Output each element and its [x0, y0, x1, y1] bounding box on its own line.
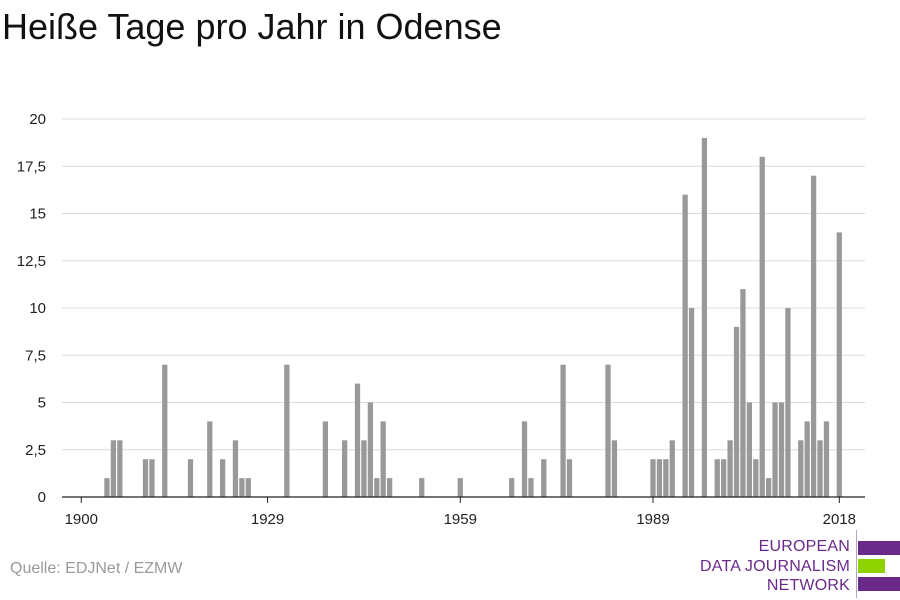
- x-axis-labels: 1900 1929 1959 1989 2018: [65, 511, 856, 528]
- logo-bar-top: [858, 541, 900, 555]
- bar: [284, 364, 290, 497]
- source-note: Quelle: EDJNet / EZMW: [10, 560, 183, 577]
- bar: [682, 194, 688, 497]
- y-tick-label: 5: [38, 395, 46, 412]
- bar: [239, 478, 245, 497]
- bar: [714, 459, 720, 497]
- y-tick-label: 12,5: [17, 253, 46, 270]
- bar: [669, 440, 675, 497]
- bar: [232, 440, 239, 497]
- bar: [753, 459, 759, 497]
- bar: [110, 440, 117, 497]
- bar: [509, 478, 515, 497]
- x-tick-label: 1900: [65, 511, 98, 528]
- logo-bar-middle: [858, 559, 885, 573]
- bar: [207, 421, 213, 497]
- bar: [823, 421, 830, 497]
- y-tick-label: 10: [29, 300, 46, 317]
- bar: [380, 421, 386, 497]
- bar: [746, 402, 753, 497]
- y-tick-label: 7,5: [25, 347, 46, 364]
- bar: [798, 440, 804, 497]
- bar: [611, 440, 618, 497]
- bar: [740, 289, 746, 497]
- x-tick-label: 1959: [444, 511, 477, 528]
- y-tick-label: 20: [29, 111, 46, 128]
- bar: [810, 175, 817, 497]
- bar: [663, 459, 669, 497]
- bar: [605, 364, 611, 497]
- y-axis-labels: 0 2,5 5 7,5 10 12,5 15 17,5 20: [17, 111, 46, 506]
- bars: [104, 137, 842, 498]
- y-tick-label: 15: [29, 206, 46, 223]
- bar: [650, 459, 656, 497]
- bar: [541, 459, 547, 497]
- gridlines: [62, 118, 865, 451]
- bar: [219, 459, 226, 497]
- logo-separator: [856, 530, 857, 598]
- y-tick-label: 2,5: [25, 442, 46, 459]
- bar: [817, 440, 823, 497]
- bar: [361, 440, 367, 497]
- bar: [149, 459, 155, 497]
- bar: [727, 440, 733, 497]
- bar: [419, 478, 425, 497]
- x-tick-label: 2018: [823, 511, 856, 528]
- x-axis: [62, 496, 865, 503]
- bar: [701, 137, 708, 497]
- bar: [374, 478, 380, 497]
- bar: [342, 440, 348, 497]
- y-tick-label: 0: [38, 489, 46, 506]
- bar: [162, 364, 168, 497]
- bar: [457, 478, 463, 497]
- bar: [142, 459, 149, 497]
- bar: [804, 421, 810, 497]
- bar: [386, 478, 393, 497]
- x-tick-label: 1989: [636, 511, 669, 528]
- bar: [528, 478, 534, 497]
- bar: [117, 440, 123, 497]
- bar: [322, 421, 329, 497]
- bar: [766, 478, 772, 497]
- bar: [733, 326, 740, 497]
- bar: [560, 364, 566, 497]
- bar: [721, 459, 727, 497]
- bar: [759, 156, 765, 498]
- bar: [566, 459, 573, 497]
- x-tick-label: 1929: [251, 511, 284, 528]
- logo-line-3: NETWORK: [766, 577, 850, 594]
- bar: [836, 232, 842, 497]
- bar: [785, 308, 791, 497]
- bar: [187, 459, 194, 497]
- bar: [245, 478, 251, 497]
- chart-title: Heiße Tage pro Jahr in Odense: [2, 6, 502, 47]
- y-tick-label: 17,5: [17, 158, 46, 175]
- bar: [778, 402, 785, 497]
- bar: [367, 402, 373, 497]
- bar: [354, 383, 361, 497]
- edjnet-logo: EUROPEAN DATA JOURNALISM NETWORK: [700, 530, 900, 598]
- bar: [688, 308, 695, 497]
- bar: [521, 421, 528, 497]
- bar: [772, 402, 778, 497]
- bar: [104, 478, 110, 497]
- logo-line-1: EUROPEAN: [758, 538, 850, 555]
- logo-bar-bottom: [858, 577, 900, 591]
- bar: [656, 459, 663, 497]
- logo-line-2: DATA JOURNALISM: [700, 558, 850, 575]
